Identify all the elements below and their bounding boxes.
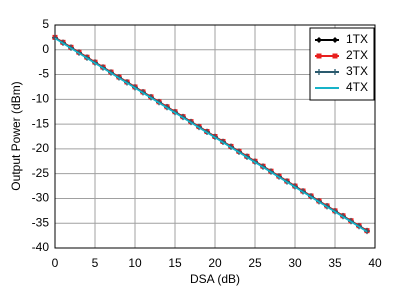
marker <box>52 34 58 41</box>
marker <box>332 37 338 43</box>
y-tick-label: -30 <box>32 191 50 205</box>
y-axis-label: Output Power (dBm) <box>9 81 23 190</box>
marker <box>316 69 322 75</box>
x-tick-label: 10 <box>128 256 142 270</box>
y-tick-label: -5 <box>38 67 49 81</box>
x-tick-label: 30 <box>288 256 302 270</box>
x-tick-label: 0 <box>52 256 59 270</box>
y-tick-label: -25 <box>32 166 50 180</box>
marker <box>332 69 338 75</box>
marker <box>316 37 322 43</box>
x-tick-label: 40 <box>368 256 382 270</box>
marker <box>316 53 322 59</box>
y-tick-label: -40 <box>32 240 50 254</box>
plot-frame <box>54 24 376 249</box>
series-line <box>54 37 368 233</box>
x-tick-label: 35 <box>328 256 342 270</box>
marker <box>332 53 338 59</box>
x-tick-label: 15 <box>168 256 182 270</box>
x-axis-label: DSA (dB) <box>190 272 240 286</box>
y-tick-label: -20 <box>32 141 50 155</box>
y-tick-label: -35 <box>32 215 50 229</box>
y-tick-label: 5 <box>42 17 49 31</box>
legend-label: 1TX <box>346 32 368 46</box>
legend-label: 2TX <box>346 48 368 62</box>
x-tick-label: 25 <box>248 256 262 270</box>
x-tick-label: 5 <box>92 256 99 270</box>
y-tick-label: 0 <box>42 42 49 56</box>
legend-label: 3TX <box>346 64 368 78</box>
y-tick-label: -15 <box>32 116 50 130</box>
x-tick-label: 20 <box>208 256 222 270</box>
legend-label: 4TX <box>346 80 368 94</box>
y-tick-label: -10 <box>32 92 50 106</box>
